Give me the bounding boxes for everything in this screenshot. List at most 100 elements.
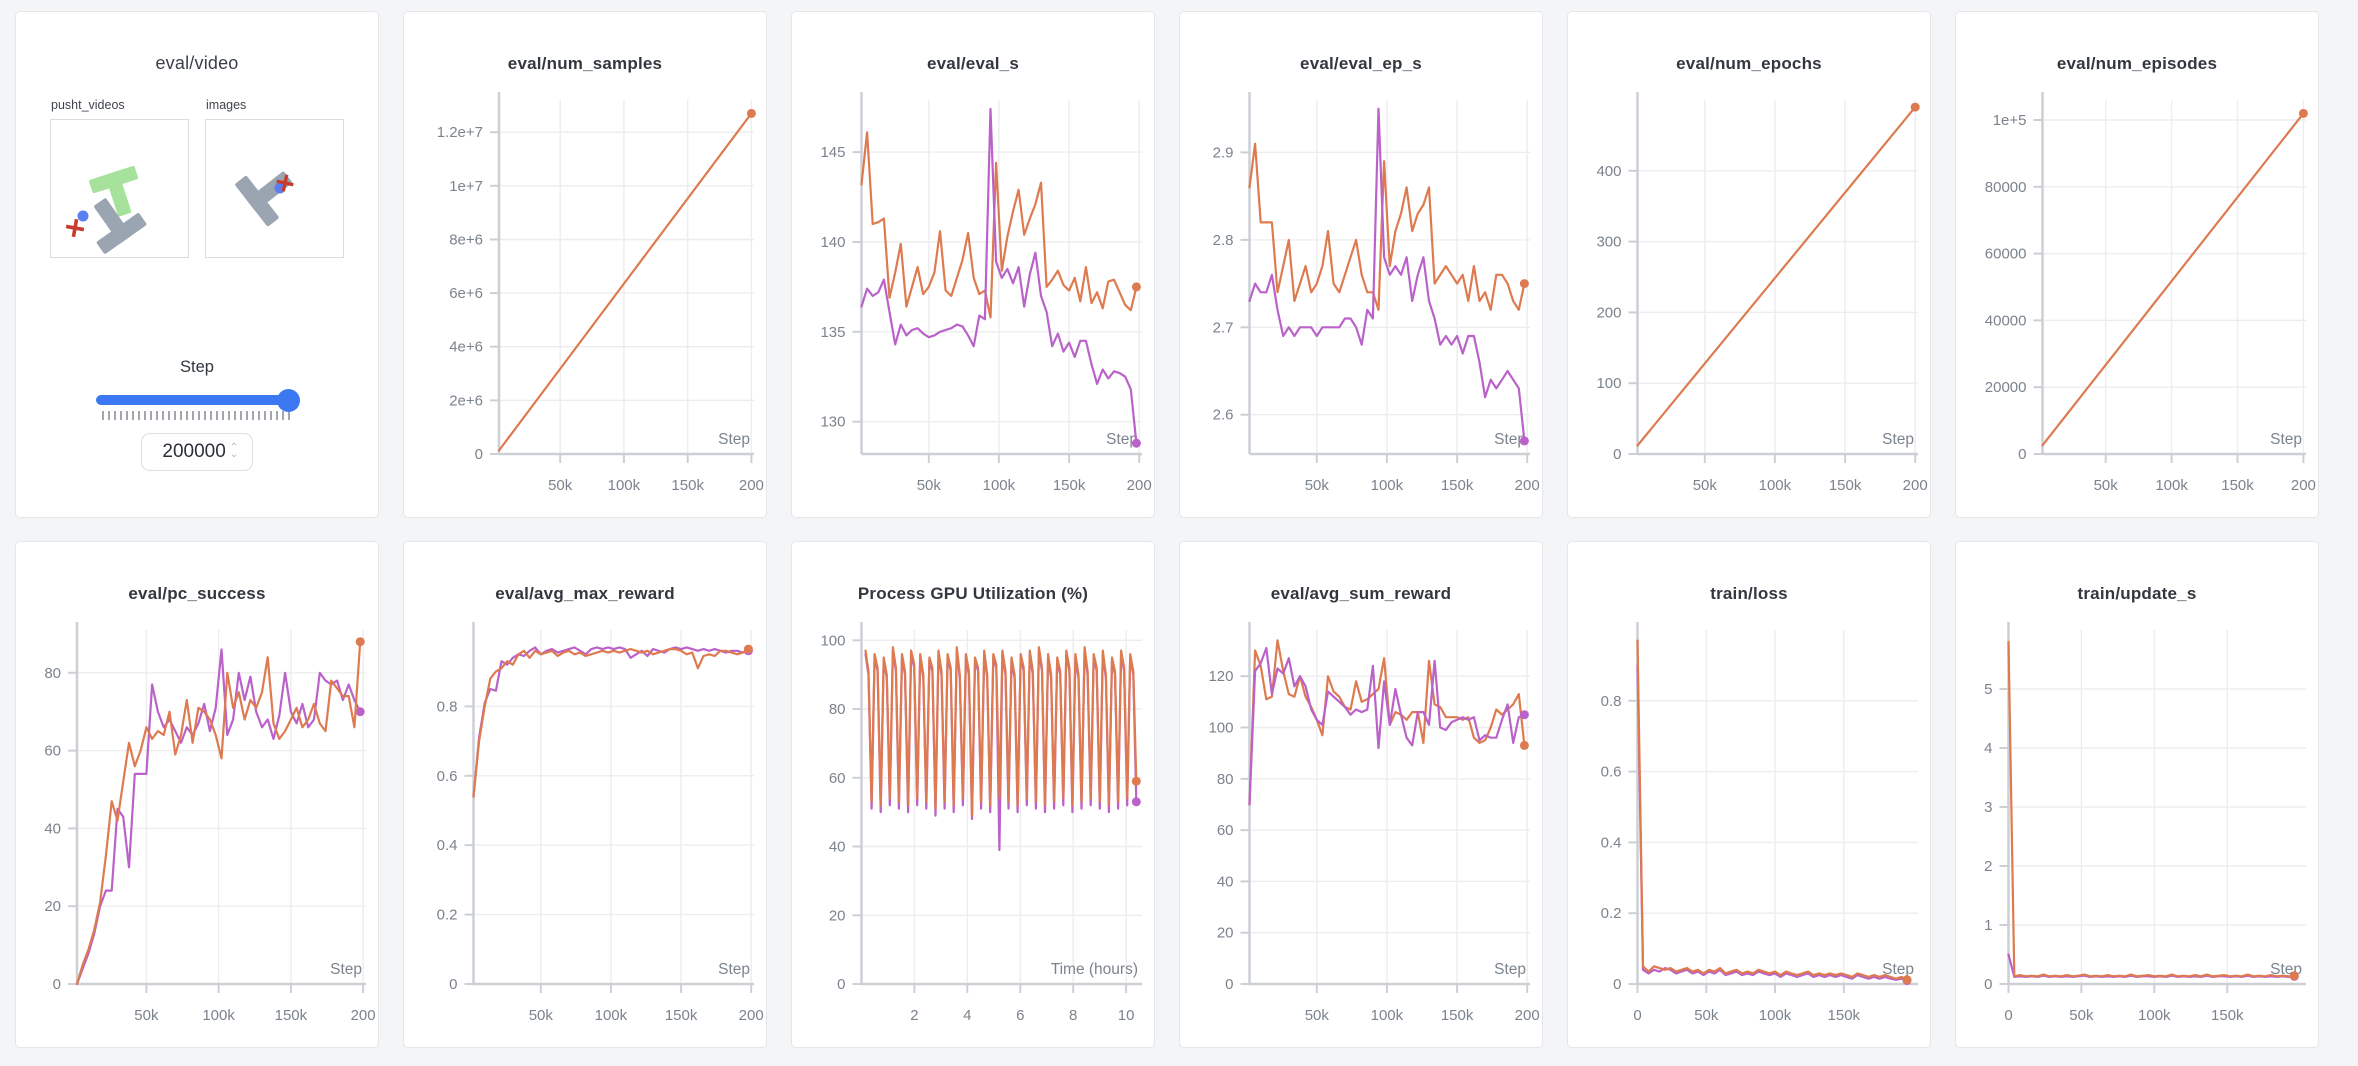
svg-text:50k: 50k xyxy=(2094,477,2119,494)
svg-text:6e+6: 6e+6 xyxy=(449,285,483,302)
svg-text:50k: 50k xyxy=(1694,1007,1719,1024)
panel-eval-eval-s: eval/eval_s 50k 100k 150k 200 130 135 140 145 St… xyxy=(791,11,1155,518)
svg-text:100: 100 xyxy=(1208,720,1233,737)
svg-text:80: 80 xyxy=(1217,771,1234,788)
svg-text:100k: 100k xyxy=(608,477,641,494)
svg-text:1.2e+7: 1.2e+7 xyxy=(437,124,483,141)
chart-eval-pc-success[interactable]: 50k 100k 150k 200 0 20 40 60 80 Step xyxy=(16,608,378,1040)
svg-text:2.6: 2.6 xyxy=(1213,407,1234,424)
chart-eval-avg-max-reward[interactable]: 50k 100k 150k 200 0 0.2 0.4 0.6 0.8 Step xyxy=(404,608,766,1040)
svg-text:Step: Step xyxy=(718,961,750,978)
svg-text:150k: 150k xyxy=(1829,477,1862,494)
svg-text:0.8: 0.8 xyxy=(437,698,458,715)
step-spinner: ⌃ ⌄ xyxy=(229,442,239,460)
svg-text:40: 40 xyxy=(1217,873,1234,890)
step-value-input[interactable] xyxy=(155,441,226,463)
step-slider-track[interactable] xyxy=(96,395,298,405)
chart-eval-num-samples[interactable]: 50k 100k 150k 200 0 2e+6 4e+6 6e+6 8e+6 1e+7 1.2e+… xyxy=(404,78,766,510)
svg-text:40: 40 xyxy=(44,820,61,837)
media-row: pusht_videos xyxy=(16,98,378,258)
svg-text:100: 100 xyxy=(1596,375,1621,392)
svg-text:Step: Step xyxy=(1106,431,1138,448)
svg-text:2.7: 2.7 xyxy=(1213,319,1234,336)
step-slider-thumb[interactable] xyxy=(277,389,300,412)
svg-text:145: 145 xyxy=(820,144,845,161)
svg-text:100k: 100k xyxy=(202,1007,235,1024)
svg-text:Step: Step xyxy=(1494,431,1526,448)
media-thumbnail-images[interactable] xyxy=(205,119,344,258)
svg-text:40: 40 xyxy=(829,839,846,856)
svg-text:100k: 100k xyxy=(595,1007,628,1024)
svg-text:140: 140 xyxy=(820,234,845,251)
svg-text:80: 80 xyxy=(44,665,61,682)
chart-train-loss[interactable]: 0 50k 100k 150k 0 0.2 0.4 0.6 0.8 Step xyxy=(1568,608,1930,1040)
panel-eval-video: eval/video pusht_videos xyxy=(15,11,379,518)
svg-text:100: 100 xyxy=(820,632,845,649)
svg-text:135: 135 xyxy=(820,324,845,341)
svg-text:100k: 100k xyxy=(2138,1007,2171,1024)
svg-text:0: 0 xyxy=(1984,976,1992,993)
svg-text:120: 120 xyxy=(1208,668,1233,685)
svg-text:50k: 50k xyxy=(1305,477,1330,494)
svg-text:50k: 50k xyxy=(917,477,942,494)
svg-text:150k: 150k xyxy=(665,1007,698,1024)
svg-text:0.2: 0.2 xyxy=(1601,905,1622,922)
panel-title: eval/eval_s xyxy=(926,54,1019,73)
step-slider[interactable] xyxy=(96,389,300,423)
svg-text:50k: 50k xyxy=(134,1007,159,1024)
goal-cross-icon xyxy=(276,174,294,192)
svg-text:1e+7: 1e+7 xyxy=(449,178,483,195)
chart-eval-num-episodes[interactable]: 50k 100k 150k 200 0 20000 40000 60000 80000 1e+5 S… xyxy=(1956,78,2318,510)
chart-eval-eval-s[interactable]: 50k 100k 150k 200 130 135 140 145 Step xyxy=(792,78,1154,510)
panel-title: eval/avg_sum_reward xyxy=(1270,584,1452,603)
svg-text:200: 200 xyxy=(739,477,764,494)
media-thumbnail-pusht-videos[interactable] xyxy=(50,119,189,258)
svg-text:0: 0 xyxy=(1613,446,1621,463)
svg-text:100k: 100k xyxy=(2155,477,2188,494)
svg-text:300: 300 xyxy=(1596,234,1621,251)
svg-text:40000: 40000 xyxy=(1985,312,2027,329)
svg-text:4: 4 xyxy=(963,1007,971,1024)
svg-text:10: 10 xyxy=(1118,1007,1135,1024)
svg-text:0: 0 xyxy=(837,976,845,993)
panel-eval-num-epochs: eval/num_epochs 50k 100k 150k 200 0 100 200 300… xyxy=(1567,11,1931,518)
svg-text:200: 200 xyxy=(1127,477,1152,494)
svg-text:2e+6: 2e+6 xyxy=(449,392,483,409)
svg-text:60000: 60000 xyxy=(1985,246,2027,263)
panel-title: Process GPU Utilization (%) xyxy=(857,584,1089,603)
chart-eval-eval-ep-s[interactable]: 50k 100k 150k 200 2.6 2.7 2.8 2.9 Step xyxy=(1180,78,1542,510)
spinner-down-icon[interactable]: ⌄ xyxy=(229,449,239,460)
media-caption-pusht-videos: pusht_videos xyxy=(51,98,125,112)
svg-text:2.9: 2.9 xyxy=(1213,144,1234,161)
svg-text:50k: 50k xyxy=(1693,477,1718,494)
svg-text:200: 200 xyxy=(1515,477,1540,494)
svg-text:3: 3 xyxy=(1984,799,1992,816)
chart-eval-num-epochs[interactable]: 50k 100k 150k 200 0 100 200 300 400 Step xyxy=(1568,78,1930,510)
svg-text:150k: 150k xyxy=(275,1007,308,1024)
panel-title: eval/num_epochs xyxy=(1676,54,1822,73)
svg-text:0: 0 xyxy=(1613,976,1621,993)
chart-eval-avg-sum-reward[interactable]: 50k 100k 150k 200 0 20 40 60 80 100 120 Step xyxy=(1180,608,1542,1040)
panel-title: train/loss xyxy=(1710,584,1788,603)
panel-title: eval/num_samples xyxy=(507,54,663,73)
svg-text:100k: 100k xyxy=(1759,477,1792,494)
spinner-up-icon[interactable]: ⌃ xyxy=(229,442,239,453)
svg-text:0.8: 0.8 xyxy=(1601,693,1622,710)
svg-text:2: 2 xyxy=(1984,858,1992,875)
svg-text:50k: 50k xyxy=(529,1007,554,1024)
svg-text:Step: Step xyxy=(2270,431,2302,448)
goal-cross-icon xyxy=(65,218,85,238)
svg-text:200: 200 xyxy=(1515,1007,1540,1024)
panel-title: eval/video xyxy=(155,53,239,73)
svg-text:50k: 50k xyxy=(548,477,573,494)
dashboard-panel-grid: eval/video pusht_videos xyxy=(15,11,2319,1048)
panel-eval-pc-success: eval/pc_success 50k 100k 150k 200 0 20 40 60 80 S… xyxy=(15,541,379,1048)
svg-text:150k: 150k xyxy=(1441,1007,1474,1024)
svg-text:0: 0 xyxy=(53,976,61,993)
svg-text:200: 200 xyxy=(739,1007,764,1024)
svg-text:1e+5: 1e+5 xyxy=(1993,112,2027,129)
svg-text:150k: 150k xyxy=(1053,477,1086,494)
svg-text:150k: 150k xyxy=(671,477,704,494)
